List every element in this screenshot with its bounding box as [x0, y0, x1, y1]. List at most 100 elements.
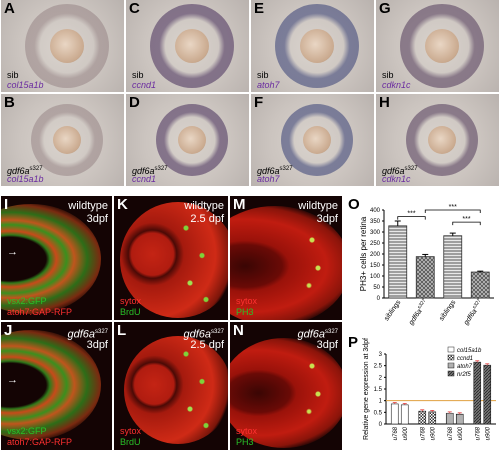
- y-tick-label: 400: [370, 208, 381, 214]
- y-tick-label: 100: [370, 274, 381, 280]
- lens: [49, 29, 84, 63]
- bar: [470, 271, 490, 299]
- marker2-label: BrdU: [120, 437, 141, 447]
- genotype-label: sib: [382, 70, 394, 80]
- legend-swatch: [447, 362, 455, 369]
- panel-letter: G: [379, 0, 391, 17]
- panel-letter: O: [348, 196, 360, 213]
- x-tick-label: gdf6as327: [406, 298, 430, 327]
- genotype-label: gdf6as327: [257, 166, 293, 176]
- x-tick-label: siblings: [438, 299, 457, 323]
- bar: [473, 361, 482, 425]
- ish-panel-a: A sib col15a1b: [1, 0, 124, 92]
- marker2-label: BrdU: [120, 307, 141, 317]
- bar: [428, 411, 437, 425]
- stage-label: 3dpf: [316, 213, 338, 225]
- bar: [483, 364, 492, 425]
- bar: [390, 403, 399, 425]
- x-tick-label: gdf6as327: [461, 298, 485, 327]
- marker1-label: sytox: [236, 296, 258, 306]
- panel-letter: L: [117, 322, 127, 339]
- ph3-dots: [300, 226, 330, 296]
- gene-label: atoh7: [257, 80, 280, 90]
- panel-letter: F: [254, 94, 264, 111]
- x-tick-label: u768: [420, 426, 426, 440]
- legend-swatch: [447, 370, 455, 377]
- x-tick-label: u900: [485, 426, 491, 440]
- panel-letter: E: [254, 0, 265, 17]
- condition-label: gdf6as327: [183, 328, 224, 341]
- gene-label: cdkn1c: [382, 80, 411, 90]
- stage-label: 3dpf: [86, 213, 108, 225]
- genotype-label: sib: [7, 70, 19, 80]
- lens: [299, 29, 334, 63]
- brdu-dots: [174, 332, 214, 442]
- lens: [177, 126, 206, 154]
- y-tick-label: 50: [373, 285, 380, 291]
- ph3-dots: [300, 352, 330, 422]
- gene-label: cdkn1c: [382, 174, 411, 184]
- x-tick-label: u900: [458, 426, 464, 440]
- significance-label: ***: [462, 216, 470, 223]
- panel-letter: D: [129, 94, 140, 111]
- ish-panel-d: D gdf6as327 ccnd1: [126, 94, 249, 186]
- legend-label: nr2f5: [457, 372, 471, 378]
- arrow-icon: →: [7, 246, 18, 258]
- arrow-icon: →: [7, 374, 18, 386]
- stage-label: 2.5 dpf: [190, 213, 224, 225]
- bar: [400, 404, 409, 425]
- condition-label: gdf6as327: [297, 328, 338, 341]
- legend-label: ccnd1: [457, 356, 473, 362]
- x-tick-label: u768: [475, 426, 481, 440]
- significance-label: ***: [449, 204, 457, 211]
- y-tick-label: 1.5: [374, 387, 383, 393]
- y-tick-label: 150: [370, 263, 381, 269]
- y-tick-label: 1: [379, 399, 383, 405]
- gene-label: ccnd1: [132, 80, 157, 90]
- panel-letter: M: [233, 196, 246, 213]
- lens: [424, 29, 459, 63]
- x-tick-label: u768: [448, 426, 454, 440]
- chart-p-panel: P 0 0.5 1 1.5 2 2.5 3 Relative gene expression …: [344, 336, 500, 450]
- stage-label: 3dpf: [86, 339, 108, 351]
- bar: [415, 256, 435, 299]
- y-tick-label: 0.5: [374, 410, 383, 416]
- y-tick-label: 300: [370, 230, 381, 236]
- marker1-label: vsx2:GFP: [7, 296, 47, 306]
- condition-label: wildtype: [298, 200, 338, 212]
- y-tick-label: 350: [370, 219, 381, 225]
- significance-bracket: [452, 221, 481, 226]
- panel-letter: P: [348, 336, 359, 351]
- marker2-label: PH3: [236, 307, 254, 317]
- significance-bracket: [424, 209, 481, 213]
- y-axis-label: PH3+ cells per retina: [359, 216, 368, 291]
- bar: [388, 225, 408, 299]
- y-tick-label: 200: [370, 252, 381, 258]
- genotype-label: sib: [132, 70, 144, 80]
- fluo-panel-m: M wildtype 3dpf sytox PH3: [230, 196, 342, 320]
- marker1-label: vsx2:GFP: [7, 426, 47, 436]
- significance-label: ***: [407, 211, 415, 218]
- x-tick-label: siblings: [383, 299, 402, 323]
- lens: [174, 29, 209, 63]
- brdu-dots: [174, 206, 214, 316]
- panel-letter: B: [4, 94, 15, 111]
- fluo-panel-j: → J gdf6as327 3dpf vsx2:GFP atoh7:GAP-RF…: [1, 322, 112, 450]
- y-tick-label: 3: [379, 352, 383, 358]
- ish-panel-b: B gdf6as327 col15a1b: [1, 94, 124, 186]
- marker2-label: PH3: [236, 437, 254, 447]
- marker1-label: sytox: [120, 296, 142, 306]
- condition-label: wildtype: [68, 200, 108, 212]
- panel-letter: K: [117, 196, 128, 213]
- condition-label: gdf6as327: [67, 328, 108, 341]
- panel-letter: H: [379, 94, 390, 111]
- gene-label: col15a1b: [7, 174, 44, 184]
- x-tick-label: u768: [393, 426, 399, 440]
- y-tick-label: 0: [379, 422, 383, 428]
- ish-panel-e: E sib atoh7: [251, 0, 374, 92]
- y-tick-label: 0: [377, 296, 381, 302]
- gene-label: ccnd1: [132, 174, 157, 184]
- marker2-label: atoh7:GAP-RFP: [7, 437, 73, 447]
- panel-letter: A: [4, 0, 15, 17]
